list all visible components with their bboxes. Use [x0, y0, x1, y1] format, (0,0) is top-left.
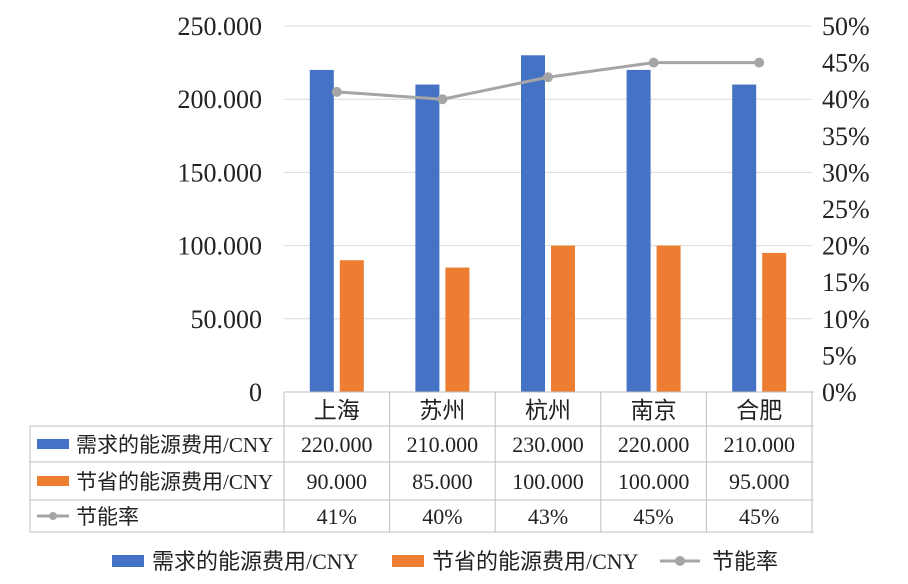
legend-swatch	[392, 555, 424, 567]
right-axis-tick-label: 20%	[822, 232, 870, 261]
left-axis-tick-label: 0	[249, 378, 262, 407]
table-cell: 95.000	[729, 469, 790, 494]
category-label: 合肥	[736, 398, 782, 423]
bar	[339, 260, 364, 392]
bar	[656, 245, 681, 392]
right-axis-tick-label: 50%	[822, 12, 870, 41]
table-cell: 85.000	[412, 469, 473, 494]
table-series-name: 节能率	[76, 505, 139, 529]
table-cell: 210.000	[407, 432, 479, 457]
bar	[732, 84, 757, 392]
line-point	[543, 72, 553, 83]
right-axis-tick-label: 45%	[822, 49, 870, 78]
table-series-name: 节省的能源费用/CNY	[76, 470, 273, 494]
legend-swatch	[112, 555, 144, 567]
right-axis-tick-label: 10%	[822, 305, 870, 334]
bar	[521, 55, 545, 392]
table-cell: 40%	[422, 504, 462, 529]
right-axis-tick-label: 40%	[822, 85, 870, 114]
line-point	[437, 94, 448, 105]
left-axis-tick-label: 250.000	[178, 12, 263, 41]
legend-label: 节省的能源费用/CNY	[432, 549, 639, 574]
left-axis-tick-label: 150.000	[178, 158, 263, 187]
table-cell: 100.000	[512, 469, 584, 494]
table-cell: 210.000	[723, 432, 795, 457]
bar	[445, 267, 470, 392]
category-label: 苏州	[419, 398, 465, 423]
table-cell: 43%	[528, 504, 568, 529]
legend-label: 节能率	[712, 549, 778, 574]
bar	[626, 69, 651, 393]
table-cell: 220.000	[301, 432, 373, 457]
table-cell: 45%	[739, 504, 779, 529]
table-cell: 45%	[633, 504, 673, 529]
table-cell: 90.000	[307, 469, 368, 494]
right-axis-tick-label: 25%	[822, 195, 870, 224]
bar	[551, 245, 575, 392]
line-point	[648, 57, 659, 68]
left-axis-tick-label: 200.000	[178, 85, 263, 114]
legend-label: 需求的能源费用/CNY	[152, 549, 359, 574]
right-axis-tick-label: 35%	[822, 122, 870, 151]
table-cell: 100.000	[618, 469, 690, 494]
bar	[415, 84, 440, 392]
left-axis-tick-label: 100.000	[178, 232, 263, 261]
category-label: 南京	[631, 398, 677, 423]
bar	[309, 69, 334, 393]
category-label: 杭州	[525, 398, 571, 423]
table-cell: 230.000	[512, 432, 584, 457]
table-cell: 220.000	[618, 432, 690, 457]
category-label: 上海	[314, 398, 360, 423]
table-cell: 41%	[317, 504, 357, 529]
left-axis-tick-label: 50.000	[191, 305, 263, 334]
bar	[762, 252, 787, 392]
right-axis-tick-label: 0%	[822, 378, 857, 407]
legend-marker	[675, 556, 685, 566]
table-legend-swatch	[37, 439, 69, 449]
right-axis-tick-label: 15%	[822, 268, 870, 297]
line-point	[754, 57, 765, 68]
right-axis-tick-label: 30%	[822, 158, 870, 187]
table-legend-swatch	[37, 476, 69, 486]
table-series-name: 需求的能源费用/CNY	[76, 433, 273, 457]
line-point	[331, 86, 342, 97]
right-axis-tick-label: 5%	[822, 341, 857, 370]
table-legend-marker	[49, 512, 57, 520]
